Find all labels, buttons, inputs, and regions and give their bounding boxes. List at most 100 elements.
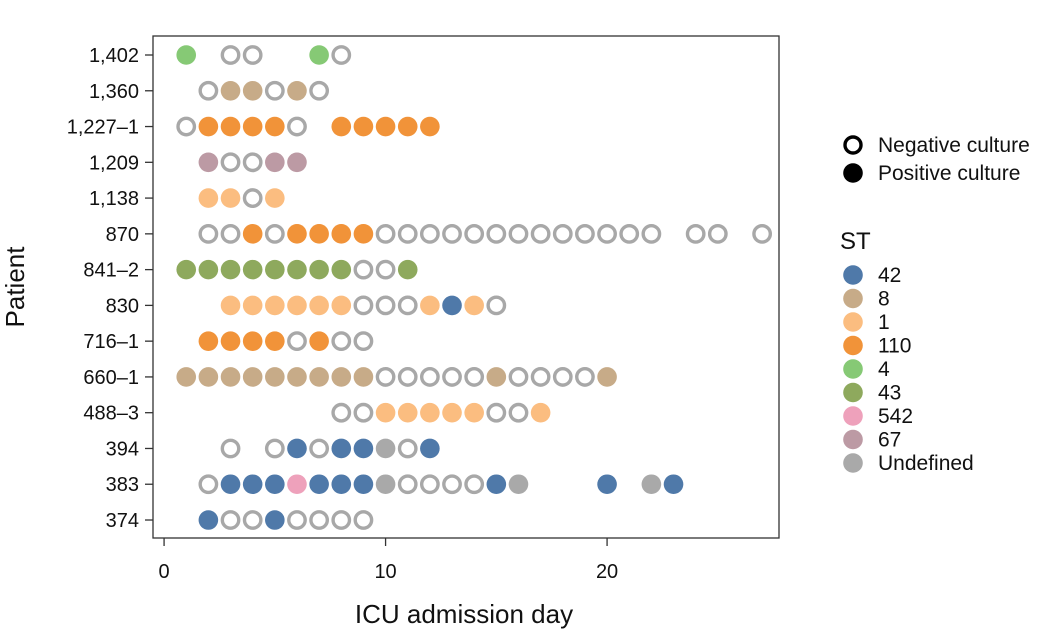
negative-culture-point <box>220 510 241 530</box>
positive-culture-point <box>331 116 352 137</box>
positive-culture-point <box>220 367 241 387</box>
negative-culture-point <box>685 223 706 244</box>
positive-culture-point <box>597 474 617 495</box>
y-tick-label: 841–2 <box>83 260 139 282</box>
y-tick-label: 1,227–1 <box>67 117 139 139</box>
y-tick-label: 660–1 <box>83 367 139 389</box>
positive-culture-point <box>375 116 396 137</box>
negative-culture-point <box>464 474 485 495</box>
positive-culture-point <box>530 402 551 423</box>
negative-culture-point <box>264 80 285 101</box>
negative-culture-point <box>442 223 462 244</box>
negative-culture-point <box>242 510 263 530</box>
st-legend-label: 8 <box>878 288 890 311</box>
positive-culture-point <box>442 295 462 316</box>
positive-culture-point <box>420 116 440 137</box>
negative-culture-point <box>442 474 462 495</box>
negative-culture-point <box>198 474 219 495</box>
st-swatch <box>843 312 863 332</box>
positive-culture-point <box>331 367 352 387</box>
positive-culture-point <box>220 331 241 351</box>
positive-culture-point <box>220 80 241 101</box>
negative-culture-point <box>375 223 396 244</box>
positive-culture-point <box>265 331 285 351</box>
y-tick-label: 1,402 <box>89 45 139 67</box>
positive-culture-point <box>198 510 219 530</box>
positive-culture-point <box>265 295 285 316</box>
negative-culture-point <box>641 223 662 244</box>
positive-culture-point <box>220 259 241 280</box>
negative-culture-point <box>198 223 219 244</box>
st-legend-label: 1 <box>878 311 890 334</box>
st-swatch <box>843 288 863 309</box>
positive-culture-point <box>287 259 307 280</box>
st-legend-label: 43 <box>878 382 901 405</box>
st-swatch <box>843 265 863 285</box>
positive-culture-point <box>375 402 396 423</box>
negative-culture-point <box>575 223 595 244</box>
st-swatch <box>843 382 863 403</box>
st-legend-label: 4 <box>878 358 890 381</box>
positive-culture-point <box>287 367 307 387</box>
negative-culture-point <box>287 331 307 352</box>
negative-culture-point <box>530 367 551 387</box>
negative-culture-icon <box>843 135 863 155</box>
positive-culture-point <box>331 438 352 459</box>
negative-culture-point <box>419 367 440 387</box>
y-tick-label: 1,209 <box>89 152 139 174</box>
x-axis: 0 10 20 <box>159 538 618 583</box>
positive-culture-point <box>309 367 329 387</box>
positive-culture-point <box>220 474 241 495</box>
negative-culture-point <box>397 367 418 387</box>
positive-culture-point <box>287 438 307 459</box>
positive-culture-point <box>265 259 285 280</box>
positive-culture-point <box>220 188 241 208</box>
st-legend-label: 67 <box>878 429 901 452</box>
positive-culture-point <box>176 367 197 387</box>
positive-culture-point <box>242 474 263 495</box>
negative-culture-point <box>220 438 241 459</box>
plot-frame <box>152 35 780 539</box>
negative-culture-point <box>552 223 573 244</box>
negative-culture-point <box>442 367 462 387</box>
positive-culture-point <box>265 474 285 495</box>
positive-culture-point <box>265 367 285 387</box>
positive-culture-point <box>464 402 484 423</box>
positive-culture-point <box>242 367 263 387</box>
y-tick-label: 394 <box>106 438 139 460</box>
positive-culture-point <box>309 224 329 244</box>
negative-culture-point <box>331 45 352 65</box>
st-legend-label: Undefined <box>878 452 974 475</box>
st-swatch <box>843 453 863 473</box>
positive-culture-point <box>331 474 352 495</box>
x-tick-label: 20 <box>596 561 618 583</box>
negative-culture-point <box>242 152 263 173</box>
positive-culture-point <box>220 116 241 137</box>
positive-culture-point <box>331 259 352 280</box>
positive-culture-point <box>397 116 418 137</box>
negative-culture-point <box>353 510 374 530</box>
negative-culture-point <box>707 223 728 244</box>
x-tick-label: 10 <box>374 561 396 583</box>
negative-culture-point <box>287 510 307 530</box>
culture-legend-label: Negative culture <box>878 134 1030 157</box>
positive-culture-point <box>397 259 418 280</box>
negative-culture-point <box>508 402 529 423</box>
negative-culture-point <box>220 45 241 65</box>
positive-culture-point <box>309 331 329 351</box>
positive-culture-point <box>242 116 263 137</box>
y-tick-label: 830 <box>106 295 139 317</box>
positive-culture-point <box>265 510 285 530</box>
positive-culture-point <box>353 438 374 459</box>
negative-culture-point <box>530 223 551 244</box>
negative-culture-point <box>486 402 507 423</box>
negative-culture-point <box>397 474 418 495</box>
positive-culture-point <box>242 295 263 316</box>
negative-culture-point <box>397 295 418 316</box>
negative-culture-point <box>375 295 396 316</box>
negative-culture-point <box>375 367 396 387</box>
positive-culture-point <box>442 402 462 423</box>
st-legend-title: ST <box>840 228 871 255</box>
st-swatch <box>843 406 863 426</box>
